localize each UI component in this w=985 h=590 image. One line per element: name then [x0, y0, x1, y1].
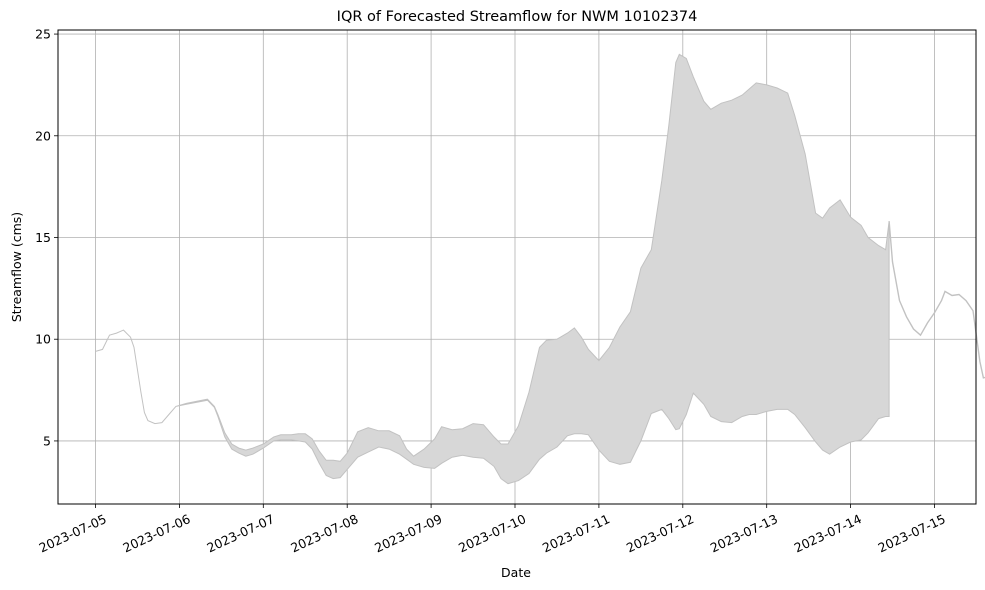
y-tick-label: 15 — [35, 230, 51, 245]
forecast-tail-line — [888, 221, 985, 379]
iqr-band-area — [95, 53, 890, 485]
plot-marks — [95, 53, 985, 485]
x-axis-title: Date — [501, 565, 531, 580]
chart-title: IQR of Forecasted Streamflow for NWM 101… — [337, 9, 698, 25]
y-axis: 5 10 15 20 25 — [35, 27, 58, 448]
y-tick-label: 25 — [35, 27, 51, 42]
y-tick-label: 20 — [35, 128, 51, 143]
plot-frame — [57, 29, 977, 505]
y-tick-label: 5 — [43, 433, 51, 448]
y-axis-title: Streamflow (cms) — [9, 212, 24, 322]
y-tick-label: 10 — [35, 332, 51, 347]
